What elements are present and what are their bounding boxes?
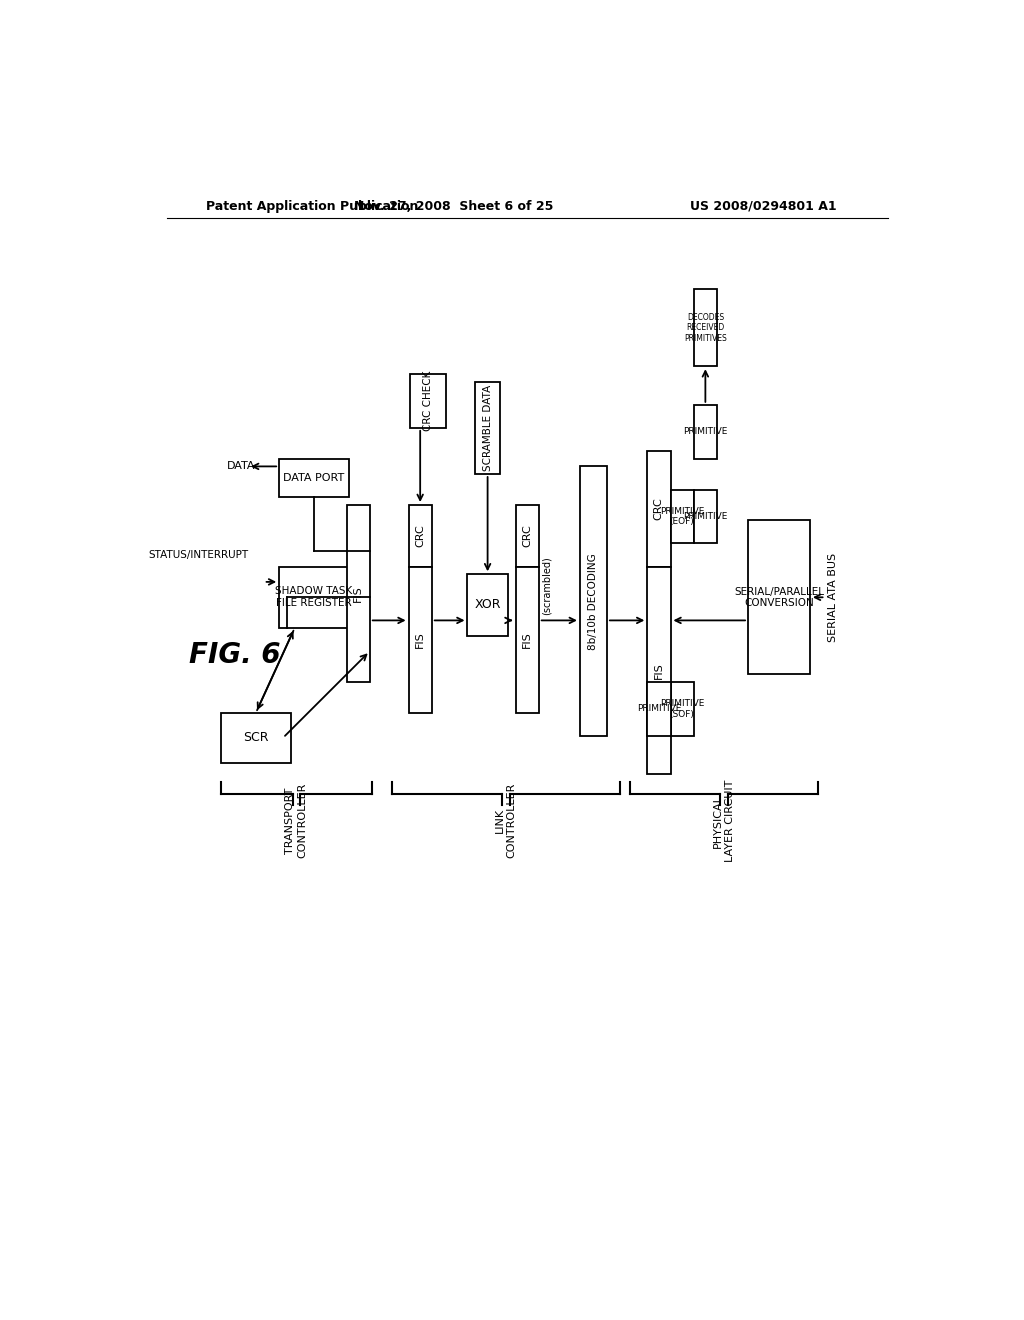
Text: XOR: XOR: [474, 598, 501, 611]
Bar: [221, 713, 291, 763]
Text: (scrambled): (scrambled): [542, 556, 552, 615]
Bar: [748, 520, 810, 675]
Text: LINK
CONTROLLER: LINK CONTROLLER: [495, 783, 516, 858]
Text: 8b/10b DECODING: 8b/10b DECODING: [588, 553, 598, 649]
Text: PRIMITIVE: PRIMITIVE: [683, 428, 728, 436]
Bar: [693, 405, 717, 459]
Bar: [410, 374, 445, 428]
Text: Patent Application Publication: Patent Application Publication: [206, 199, 418, 213]
Bar: [475, 381, 500, 474]
Text: DATA: DATA: [227, 462, 256, 471]
Text: STATUS/INTERRUPT: STATUS/INTERRUPT: [148, 550, 248, 560]
Text: SCR: SCR: [243, 731, 268, 744]
Bar: [280, 459, 349, 498]
Bar: [346, 506, 370, 682]
Text: FIS: FIS: [415, 631, 425, 648]
Text: SERIAL ATA BUS: SERIAL ATA BUS: [828, 553, 839, 642]
Text: PHYSICAL
LAYER CIRCUIT: PHYSICAL LAYER CIRCUIT: [713, 779, 735, 862]
Text: SERIAL/PARALLEL
CONVERSION: SERIAL/PARALLEL CONVERSION: [734, 586, 824, 609]
Text: PRIMITIVE: PRIMITIVE: [637, 705, 681, 713]
Text: CRC CHECK: CRC CHECK: [423, 371, 433, 432]
Text: US 2008/0294801 A1: US 2008/0294801 A1: [690, 199, 837, 213]
Bar: [693, 490, 717, 544]
Text: PRIMITIVE: PRIMITIVE: [683, 512, 728, 521]
Text: SHADOW TASK
FILE REGISTER: SHADOW TASK FILE REGISTER: [275, 586, 352, 609]
Text: TRANSPORT
CONTROLLER: TRANSPORT CONTROLLER: [286, 783, 307, 858]
Bar: [280, 566, 349, 628]
Text: DATA PORT: DATA PORT: [284, 473, 345, 483]
Text: FIS: FIS: [522, 631, 532, 648]
Text: CRC: CRC: [522, 524, 532, 546]
Bar: [409, 506, 432, 566]
Text: SCRAMBLE DATA: SCRAMBLE DATA: [482, 384, 493, 471]
Text: FIS: FIS: [353, 585, 364, 602]
Bar: [467, 574, 508, 636]
Bar: [580, 466, 607, 737]
Bar: [409, 566, 432, 713]
Text: FIS: FIS: [654, 663, 664, 678]
Bar: [671, 682, 693, 737]
Text: CRC: CRC: [415, 524, 425, 546]
Bar: [515, 506, 539, 566]
Bar: [671, 490, 693, 544]
Text: PRIMITIVE
(EOF): PRIMITIVE (EOF): [659, 507, 705, 527]
Text: DECODES
RECEIVED
PRIMITIVES: DECODES RECEIVED PRIMITIVES: [684, 313, 727, 343]
Text: CRC: CRC: [654, 498, 664, 520]
Text: Nov. 27, 2008  Sheet 6 of 25: Nov. 27, 2008 Sheet 6 of 25: [354, 199, 553, 213]
Bar: [647, 566, 671, 775]
Bar: [647, 451, 671, 566]
Text: FIG. 6: FIG. 6: [189, 642, 281, 669]
Text: PRIMITIVE
(SOF): PRIMITIVE (SOF): [659, 700, 705, 718]
Bar: [647, 682, 671, 737]
Bar: [693, 289, 717, 367]
Bar: [515, 566, 539, 713]
